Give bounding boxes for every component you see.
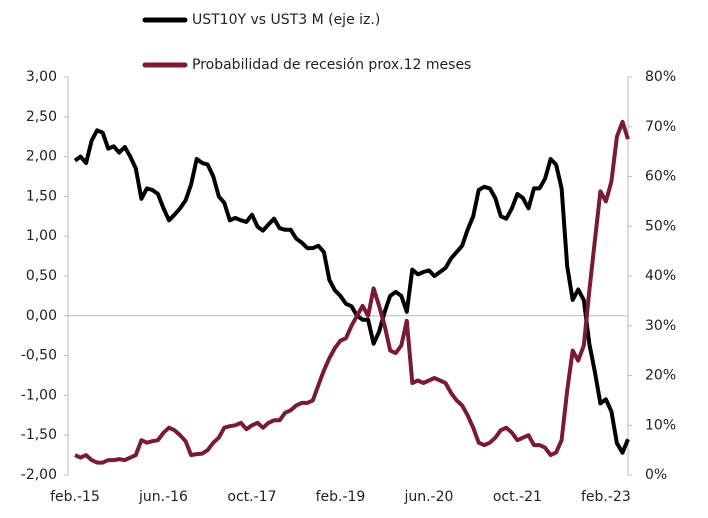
y2-tick-label: 70% <box>645 119 676 135</box>
y-tick-label: -1,00 <box>21 387 57 403</box>
series-line <box>73 128 630 455</box>
series-line <box>74 119 630 465</box>
y2-tick-label: 50% <box>645 218 676 234</box>
x-tick-label: jun.-16 <box>138 489 188 505</box>
x-tick-label: feb.-19 <box>316 489 366 505</box>
y2-tick-label: 20% <box>645 368 676 384</box>
x-tick-label: oct.-17 <box>227 489 276 505</box>
y-tick-label: -2,00 <box>21 467 57 483</box>
x-tick-label: jun.-20 <box>403 489 453 505</box>
x-tick-label: feb.-15 <box>50 489 100 505</box>
y-tick-label: -0,50 <box>21 348 57 364</box>
y2-tick-label: 80% <box>645 69 676 85</box>
legend-label: UST10Y vs UST3 M (eje iz.) <box>192 12 380 28</box>
y2-tick-label: 40% <box>645 268 676 284</box>
y-tick-label: 2,00 <box>26 149 57 165</box>
y-tick-label: 1,00 <box>26 228 57 244</box>
y2-tick-label: 30% <box>645 318 676 334</box>
x-tick-label: feb.-23 <box>581 489 631 505</box>
y2-tick-label: 0% <box>645 467 667 483</box>
y-tick-label: 0,50 <box>26 268 57 284</box>
y2-tick-label: 10% <box>645 417 676 433</box>
legend-label: Probabilidad de recesión prox.12 meses <box>192 57 471 73</box>
x-tick-label: oct.-21 <box>493 489 542 505</box>
y-tick-label: 2,50 <box>26 109 57 125</box>
y-tick-label: 0,00 <box>26 308 57 324</box>
y-tick-label: 3,00 <box>26 69 57 85</box>
y2-tick-label: 60% <box>645 169 676 185</box>
y-tick-label: 1,50 <box>26 188 57 204</box>
y-tick-label: -1,50 <box>21 427 57 443</box>
